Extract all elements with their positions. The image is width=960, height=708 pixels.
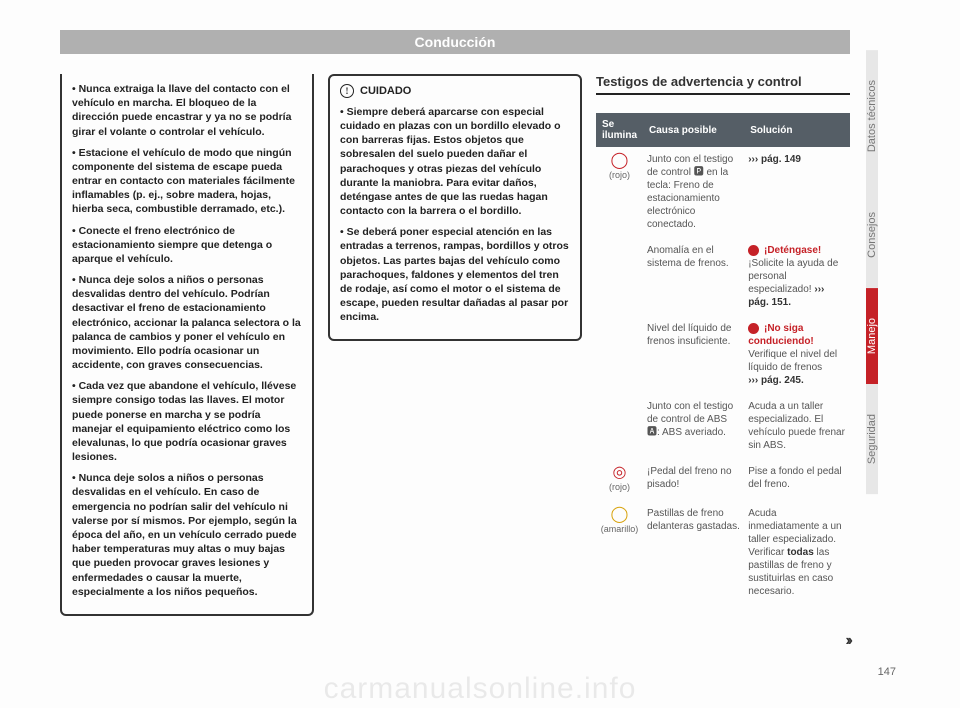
caution-list: Siempre deberá aparcarse con especial cu… [340,105,570,325]
th-icon: Se ilumina [596,113,643,147]
manual-page: Conducción Nunca extraiga la llave del c… [60,30,900,678]
solution-cell: ¡Deténgase! ¡Solicite la ayuda de person… [744,238,850,316]
icon-color-label: (amarillo) [601,524,639,534]
caution-item: Se deberá poner especial atención en las… [340,225,570,324]
icon-color-label: (rojo) [609,170,630,180]
solution-cell: ››› pág. 149 [744,147,850,238]
tab-seguridad[interactable]: Seguridad [866,384,878,494]
solution-body: ¡Solicite la ayuda de personal especiali… [748,258,838,295]
section-title: Testigos de advertencia y control [596,74,850,95]
indicator-icon-cell: ◯ (rojo) [596,147,643,459]
page-number: 147 [878,666,896,678]
page-header: Conducción [60,30,850,54]
brake-warning-icon: ◯ [611,152,629,169]
cause-cell: Nivel del líquido de frenos insuficiente… [643,316,744,394]
tab-consejos[interactable]: Consejos [866,182,878,288]
warning-item: Nunca deje solos a niños o personas desv… [72,273,302,372]
indicator-icon-cell: ◎ (rojo) [596,459,643,501]
warning-item: Nunca extraiga la llave del contacto con… [72,82,302,139]
caution-label: CUIDADO [360,84,411,99]
column-3: Testigos de advertencia y control Se ilu… [596,74,850,664]
info-icon: ! [340,84,354,98]
tab-manejo[interactable]: Manejo [866,288,878,384]
cause-cell: Anomalía en el sistema de frenos. [643,238,744,316]
tab-datos-tecnicos[interactable]: Datos técnicos [866,50,878,182]
column-1: Nunca extraiga la llave del contacto con… [60,74,314,664]
warning-item: Estacione el vehículo de modo que ningún… [72,146,302,217]
table-row: ◎ (rojo) ¡Pedal del freno no pisado! Pis… [596,459,850,501]
solution-cell: Acuda inmediatamente a un taller especia… [744,501,850,605]
warning-item: Cada vez que abandone el vehículo, lléve… [72,379,302,464]
warning-list: Nunca extraiga la llave del contacto con… [72,82,302,599]
cause-cell: Pastillas de freno delanteras gastadas. [643,501,744,605]
stop-icon [748,245,759,256]
brake-pad-icon: ◯ [611,506,629,523]
caution-item: Siempre deberá aparcarse con especial cu… [340,105,570,218]
table-header-row: Se ilumina Causa posible Solución [596,113,850,147]
icon-color-label: (rojo) [609,482,630,492]
solution-title: ¡Deténgase! [764,245,821,256]
cause-cell: ¡Pedal del freno no pisado! [643,459,744,501]
caution-box: ! CUIDADO Siempre deberá aparcarse con e… [328,74,582,341]
page-ref: ››› pág. 245. [748,375,804,386]
warning-table: Se ilumina Causa posible Solución ◯ (roj… [596,113,850,604]
solution-body: Verifique el nivel del líquido de frenos [748,349,837,373]
warning-box-continued: Nunca extraiga la llave del contacto con… [60,74,314,616]
warning-item: Nunca deje solos a niños o personas desv… [72,471,302,599]
content-columns: Nunca extraiga la llave del contacto con… [60,74,850,664]
pedal-warning-icon: ◎ [613,464,627,481]
cause-cell: Junto con el testigo de control de ABS 🅰… [643,394,744,459]
table-row: ◯ (amarillo) Pastillas de freno delanter… [596,501,850,605]
page-ref: ››› pág. 149 [748,154,801,165]
caution-title: ! CUIDADO [340,84,570,99]
table-row: ◯ (rojo) Junto con el testigo de control… [596,147,850,238]
indicator-icon-cell: ◯ (amarillo) [596,501,643,605]
side-tabs: Datos técnicos Consejos Manejo Seguridad [866,50,900,494]
solution-cell: Acuda a un taller especializado. El vehí… [744,394,850,459]
solution-cell: Pise a fondo el pedal del freno. [744,459,850,501]
continued-icon: ›› [845,632,850,650]
column-2: ! CUIDADO Siempre deberá aparcarse con e… [328,74,582,664]
th-cause: Causa posible [643,113,744,147]
th-solution: Solución [744,113,850,147]
cause-cell: Junto con el testigo de control 🅿 en la … [643,147,744,238]
warning-item: Conecte el freno electrónico de estacion… [72,224,302,267]
solution-emph: todas [787,547,814,558]
stop-icon [748,323,759,334]
solution-cell: ¡No siga conduciendo! Verifique el nivel… [744,316,850,394]
